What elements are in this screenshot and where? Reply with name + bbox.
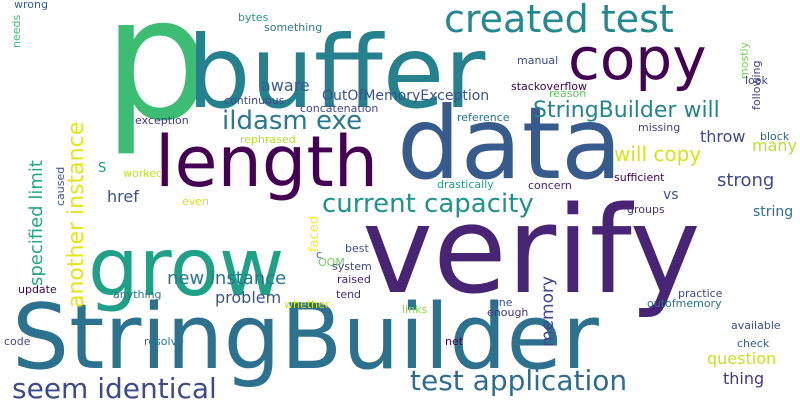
word-seem-identical: seem identical	[12, 372, 217, 400]
word-rephrased: rephrased	[240, 133, 296, 146]
word-stringbuilder: StringBuilder	[12, 285, 599, 390]
word-mostly: mostly	[738, 41, 751, 79]
word-update: update	[18, 283, 57, 296]
word-raised: raised	[337, 273, 371, 286]
word-even: even	[182, 195, 209, 208]
word-grow: grow	[88, 221, 284, 314]
word-new-instance: new instance	[167, 268, 286, 289]
word-practice: practice	[678, 287, 723, 300]
word-whether: whether	[284, 298, 330, 311]
word-concatenation: concatenation	[300, 102, 378, 115]
word-anything: anything	[113, 288, 162, 301]
word-something: something	[264, 21, 322, 34]
word-check: check	[737, 337, 770, 350]
word-reference: reference	[457, 111, 510, 124]
word-faced: faced	[307, 216, 322, 252]
word-outofmemoryexception: OutOfMemoryException	[322, 88, 489, 104]
word-s: S	[98, 161, 106, 176]
word-thing: thing	[723, 369, 764, 388]
word-another-instance: another instance	[64, 122, 89, 308]
word-following: following	[750, 61, 763, 110]
word-verify: verify	[362, 182, 701, 321]
word-test-application: test application	[410, 364, 627, 397]
word-exception: exception	[135, 114, 189, 127]
word-string: string	[753, 204, 793, 220]
word-vs: vs	[663, 187, 679, 203]
word-wrong: wrong	[14, 0, 48, 11]
word-drastically: drastically	[437, 178, 494, 191]
word-caused: caused	[54, 167, 67, 206]
word-length: length	[155, 121, 378, 203]
word-missing: missing	[638, 121, 680, 134]
word-data: data	[397, 85, 622, 202]
word-links: links	[402, 303, 427, 316]
word-net: net	[445, 335, 464, 348]
word-concern: concern	[528, 179, 572, 192]
word-reason: reason	[549, 87, 586, 100]
word-problem: problem	[215, 288, 281, 307]
word-copy: copy	[568, 25, 707, 93]
word-block: block	[760, 130, 790, 143]
word-stringbuilder-will: StringBuilder will	[533, 98, 720, 123]
word-manual: manual	[517, 54, 558, 67]
word-aware: aware	[261, 76, 310, 95]
word-oom: OOM	[318, 256, 345, 269]
word-current-capacity: current capacity	[322, 189, 534, 219]
word-created-test: created test	[444, 0, 674, 41]
word-will-copy: will copy	[614, 142, 701, 166]
word-sufficient: sufficient	[614, 171, 665, 184]
word-specified-limit: specified limit	[26, 160, 47, 286]
word-question: question	[707, 349, 776, 368]
word-resolve: resolve	[144, 335, 184, 348]
word-look: look	[745, 74, 769, 87]
word-c: c	[316, 248, 322, 261]
word-stackoverflow: stackoverflow	[511, 80, 587, 93]
word-system: system	[332, 260, 372, 273]
word-bytes: bytes	[238, 11, 269, 24]
word-buffer: buffer	[187, 14, 486, 131]
word-one: one	[492, 296, 513, 309]
word-tend: tend	[336, 288, 361, 301]
word-memory: memory	[538, 276, 558, 347]
word-best: best	[345, 242, 369, 255]
word-enough: enough	[487, 306, 528, 319]
word-available: available	[731, 319, 781, 332]
word-ildasm-exe: ildasm exe	[222, 106, 362, 136]
word-worked: worked	[123, 167, 163, 180]
word-outofmemory: outofmemory	[647, 297, 722, 310]
word-strong: strong	[717, 170, 774, 191]
word-throw: throw	[700, 127, 746, 146]
word-needs: needs	[10, 15, 23, 48]
word-many: many	[752, 136, 797, 155]
word-continuous: continuous	[224, 94, 285, 107]
word-code: code	[4, 335, 31, 348]
word-p: p	[103, 0, 211, 159]
word-href: href	[107, 187, 139, 206]
word-groups: groups	[627, 203, 665, 216]
